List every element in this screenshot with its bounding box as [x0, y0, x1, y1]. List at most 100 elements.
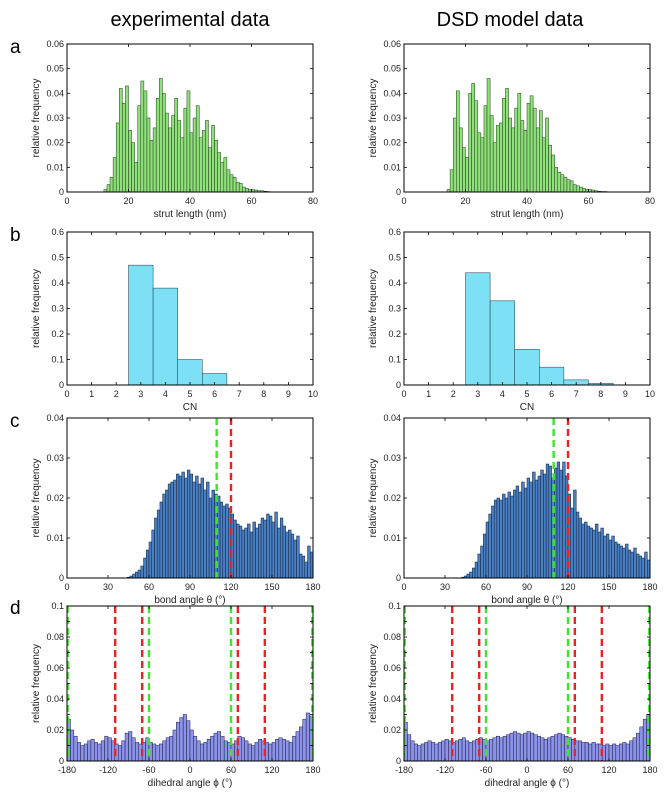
x-tick-label: 0: [401, 196, 406, 206]
y-tick-label: 0.01: [383, 162, 401, 172]
histogram-bar: [499, 122, 503, 193]
y-tick-label: 0: [396, 380, 401, 390]
histogram-bar: [627, 549, 632, 579]
histogram-bar: [293, 539, 297, 579]
histogram-bar: [208, 147, 212, 193]
histogram-bar: [595, 523, 599, 579]
x-tick-label: 3: [475, 389, 480, 399]
histogram-bar: [578, 517, 582, 579]
histogram-bar: [615, 745, 620, 762]
histogram-bar: [526, 102, 531, 193]
histogram-bar: [122, 102, 126, 193]
histogram-bar: [220, 162, 225, 193]
histogram-bar: [562, 461, 566, 579]
histogram-bar: [556, 461, 561, 579]
histogram-bar: [535, 127, 540, 193]
histogram-bar: [511, 127, 515, 193]
histogram-bar: [223, 740, 228, 762]
x-tick-label: 2: [114, 389, 119, 399]
histogram-bar: [219, 501, 224, 579]
chart-b-exp: 0 0.1 0.2 0.3 0.4 0.5 0.6 0 1 2 3 4 5 6 7 8 9 10 CN relativ…: [31, 227, 318, 413]
y-axis-label: relative frequency: [368, 644, 379, 723]
histogram-bar: [466, 573, 470, 579]
histogram-bar: [249, 531, 254, 579]
histogram-bar: [543, 739, 548, 762]
histogram-bar: [148, 541, 152, 579]
histogram-bar: [203, 742, 208, 762]
x-tick-label: 4: [500, 389, 505, 399]
histogram-bar: [192, 481, 196, 579]
histogram-bar: [547, 737, 552, 762]
histogram-bar: [560, 174, 565, 193]
histogram-bar: [217, 731, 221, 762]
histogram-bar: [548, 465, 552, 579]
histogram-bar: [186, 90, 191, 193]
x-tick-label: 6: [549, 389, 554, 399]
histogram-bar: [513, 489, 517, 579]
histogram-bar: [247, 523, 251, 579]
histogram-bar: [154, 517, 158, 579]
histogram-bar: [169, 735, 174, 762]
x-tick-label: 40: [185, 196, 195, 206]
chart-d-exp: 0 0.02 0.04 0.06 0.08 0.1 -180 -120 -60 0 60 120 180…: [31, 601, 321, 789]
histogram-bar: [519, 734, 524, 762]
y-tick-label: 0.1: [51, 355, 64, 365]
histogram-bar: [195, 475, 199, 579]
x-tick-label: 180: [642, 582, 657, 592]
histogram-bar: [143, 557, 147, 579]
histogram-bar: [305, 712, 310, 762]
histogram-bar: [277, 527, 281, 579]
histogram-bar: [143, 90, 148, 193]
y-tick-label: 0.5: [388, 253, 401, 263]
histogram-bar: [180, 137, 185, 193]
histogram-bar: [625, 543, 629, 579]
histogram-bar: [509, 732, 514, 762]
histogram-bar: [131, 737, 136, 762]
y-axis-label: relative frequency: [31, 269, 42, 348]
x-tick-label: 120: [560, 582, 575, 592]
histogram-bar: [135, 742, 139, 762]
histogram-bar: [632, 737, 637, 762]
histogram-bar: [455, 740, 459, 762]
y-tick-label: 0.02: [46, 138, 64, 148]
histogram-bar: [172, 729, 177, 762]
histogram-bar: [162, 93, 166, 193]
histogram-bar: [636, 553, 640, 579]
histogram-bar: [176, 722, 180, 762]
histogram-bar: [125, 85, 129, 193]
histogram-bar: [233, 519, 237, 579]
histogram-bar: [407, 734, 412, 762]
y-tick-label: 0.06: [383, 663, 401, 673]
histogram-bar: [235, 181, 240, 193]
histogram-bar: [502, 493, 506, 579]
histogram-bar: [107, 737, 112, 762]
histogram-bar: [477, 553, 481, 579]
y-tick-label: 0.1: [388, 601, 401, 611]
histogram-bar: [106, 184, 111, 193]
row-letter-b: b: [10, 225, 21, 246]
y-axis-label: relative frequency: [31, 459, 42, 538]
histogram-bar: [217, 152, 222, 193]
histogram-bar: [278, 737, 283, 762]
histogram-bar: [629, 740, 634, 762]
histogram-bar: [274, 511, 278, 579]
histogram-bar: [162, 493, 166, 579]
histogram-bar: [302, 718, 307, 762]
histogram-bar: [557, 172, 562, 193]
histogram-bar: [516, 732, 521, 762]
histogram-bar: [152, 287, 178, 386]
x-tick-label: 60: [144, 582, 154, 592]
x-tick-label: 0: [64, 196, 69, 206]
y-tick-label: 0: [59, 756, 64, 766]
histogram-bar: [606, 533, 610, 579]
x-tick-label: 30: [103, 582, 113, 592]
x-tick-label: 90: [185, 582, 195, 592]
x-tick-label: 180: [305, 582, 320, 592]
histogram-bar: [465, 740, 470, 762]
histogram-bar: [189, 473, 193, 579]
histogram-bar: [200, 477, 204, 579]
histogram-bar: [220, 735, 225, 762]
histogram-bar: [557, 732, 562, 762]
histogram-bar: [200, 743, 204, 762]
y-tick-label: 0.01: [46, 533, 64, 543]
